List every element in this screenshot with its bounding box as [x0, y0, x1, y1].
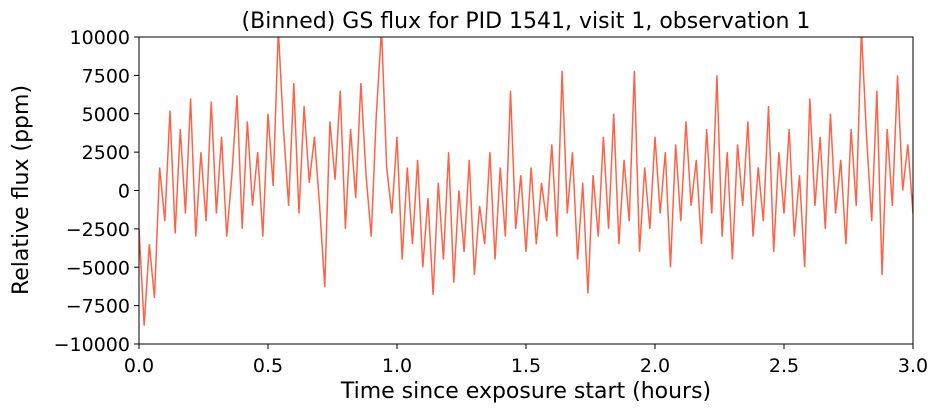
- x-tick-label: 3.0: [898, 355, 928, 377]
- x-tick-label: 1.0: [382, 355, 412, 377]
- y-tick-label: −10000: [54, 334, 130, 356]
- y-tick-label: 0: [118, 181, 130, 203]
- x-tick-label: 2.0: [640, 355, 670, 377]
- y-tick-label: 10000: [70, 27, 130, 49]
- chart-title: (Binned) GS flux for PID 1541, visit 1, …: [242, 9, 811, 34]
- y-tick-label: 5000: [82, 104, 130, 126]
- axes-frame: [138, 36, 914, 345]
- y-axis-label: Relative flux (ppm): [9, 85, 34, 295]
- plot-area: [139, 37, 913, 326]
- x-tick-label: 2.5: [769, 355, 799, 377]
- y-tick-label: 2500: [82, 142, 130, 164]
- y-tick-label: 7500: [82, 65, 130, 87]
- x-axis-label: Time since exposure start (hours): [340, 379, 711, 404]
- x-tick-label: 0.5: [253, 355, 283, 377]
- x-tick-label: 1.5: [511, 355, 541, 377]
- x-tick-label: 0.0: [124, 355, 154, 377]
- y-tick-label: −2500: [66, 219, 130, 241]
- y-tick-label: −5000: [66, 257, 130, 279]
- flux-line: [139, 37, 913, 326]
- y-tick-label: −7500: [66, 296, 130, 318]
